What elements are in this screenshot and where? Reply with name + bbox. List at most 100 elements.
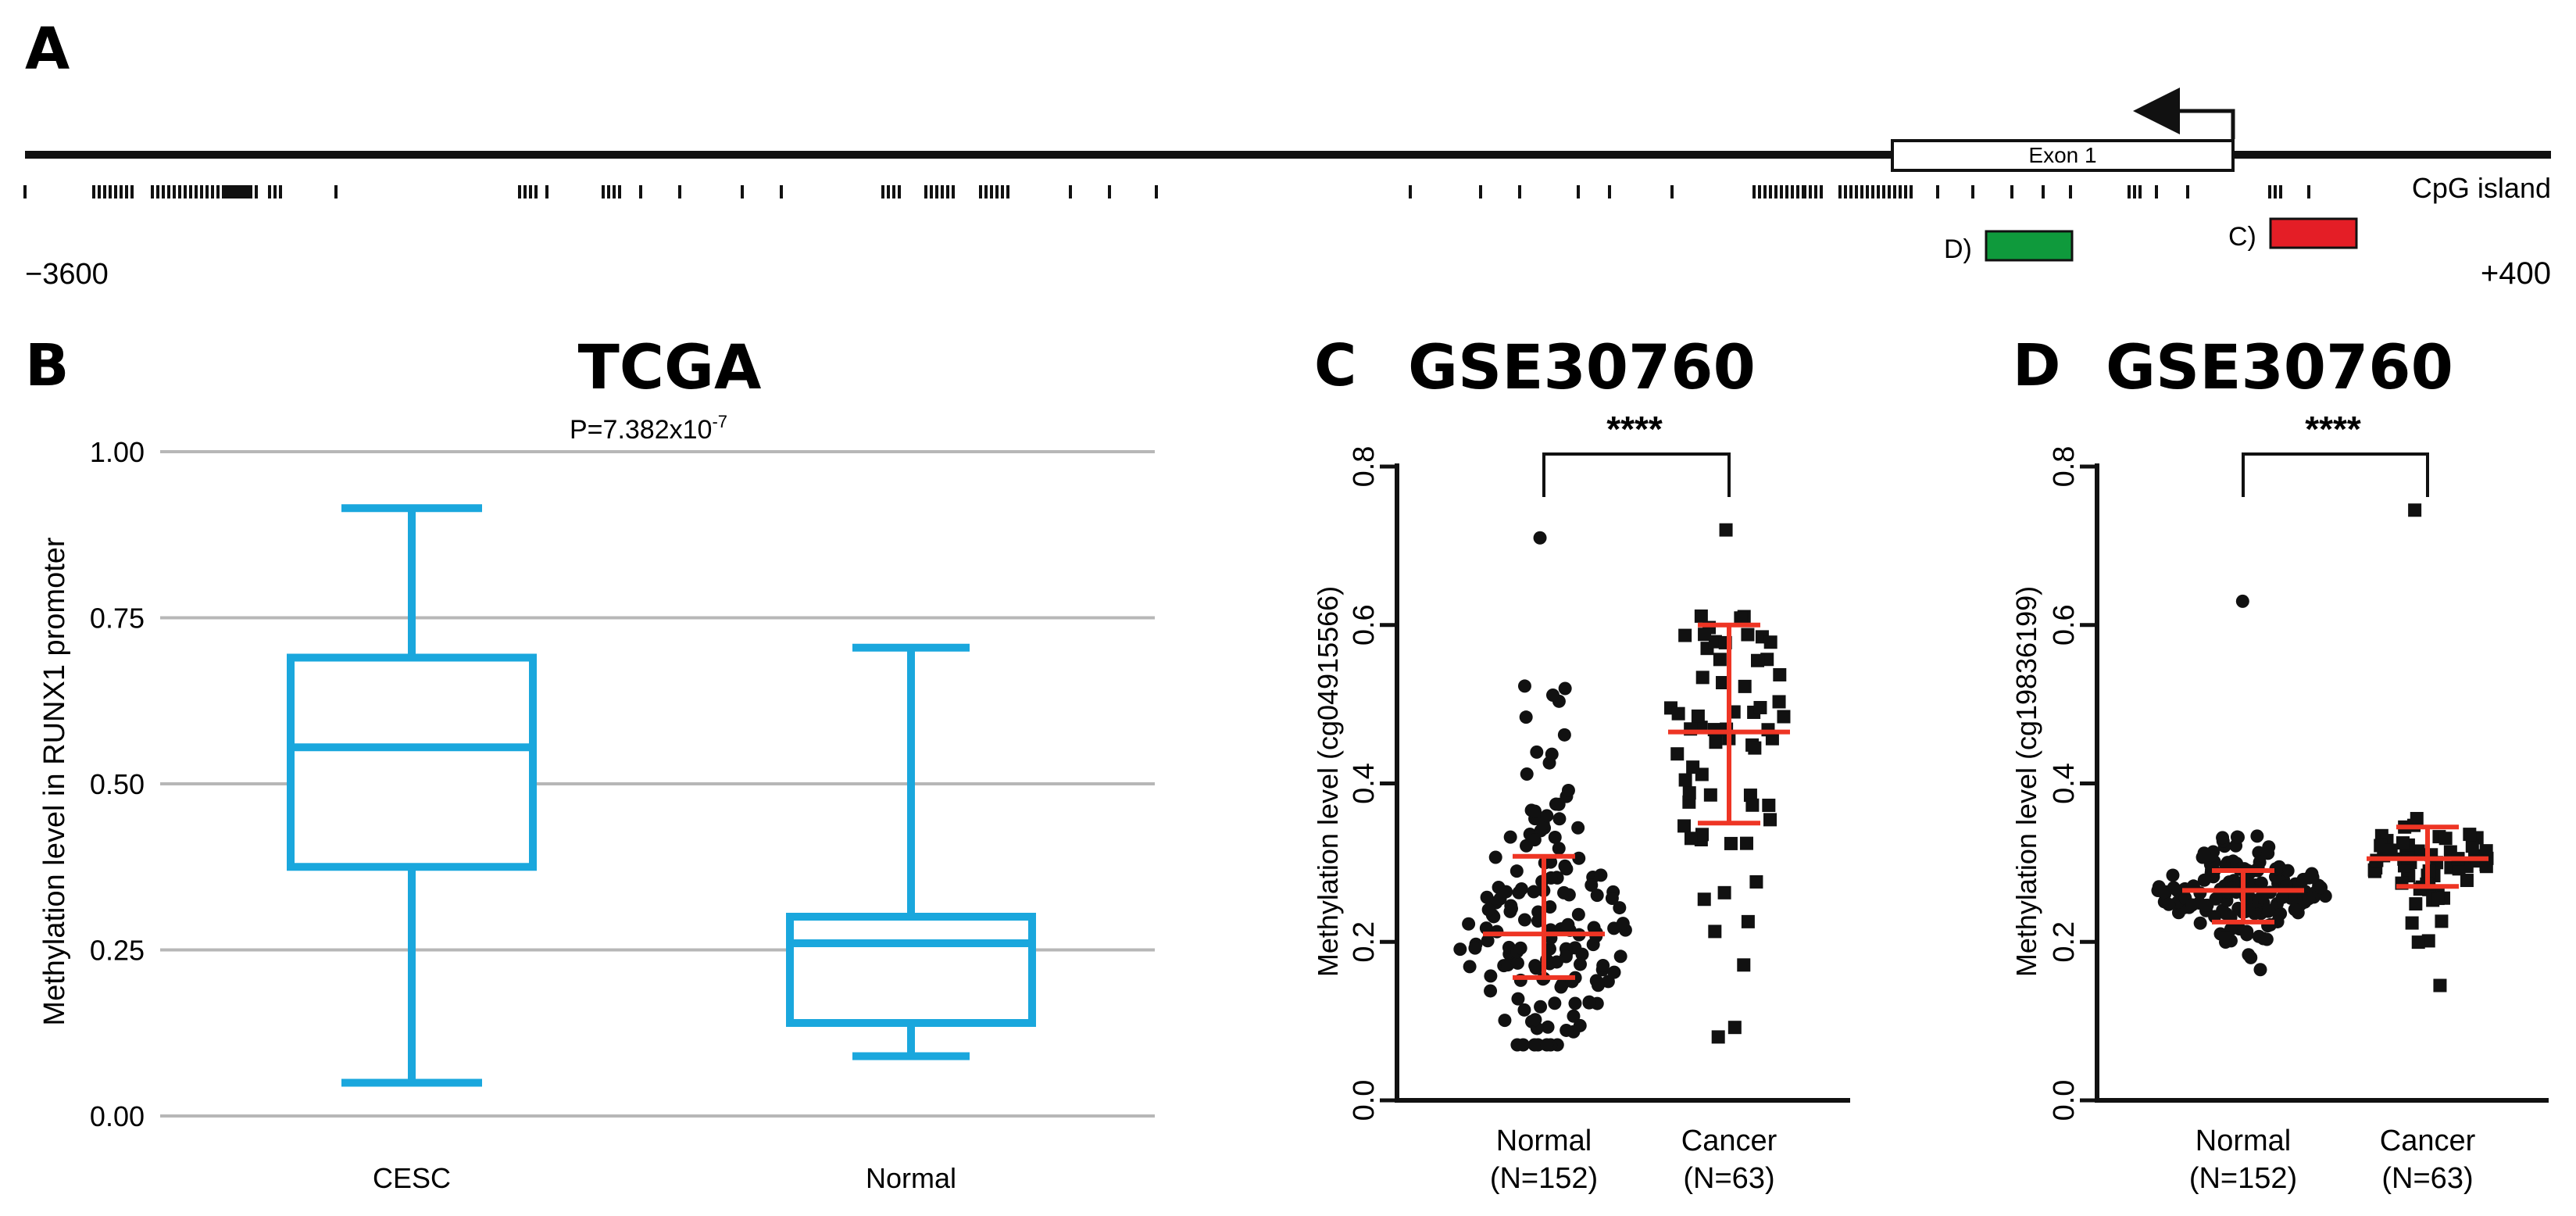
normal-sample-point xyxy=(2250,829,2264,843)
normal-sample-point xyxy=(1574,957,1588,971)
normal-sample-point xyxy=(1519,710,1533,724)
normal-sample-point xyxy=(1607,965,1621,979)
normal-sample-point xyxy=(1462,917,1476,931)
normal-sample-point xyxy=(1513,941,1527,955)
panel-d-significance-label: **** xyxy=(2305,409,2361,449)
cancer-sample-point xyxy=(1711,1030,1725,1044)
normal-sample-point xyxy=(1552,842,1566,856)
cancer-sample-point xyxy=(1762,798,1776,812)
cancer-sample-point xyxy=(1713,653,1727,667)
panel-d-n-cancer: (N=63) xyxy=(2381,1162,2473,1195)
panel-b-y-tick-labels: 0.00 0.25 0.50 0.75 1.00 xyxy=(90,436,145,1132)
y-tick-label: 0.8 xyxy=(1348,446,1381,488)
cancer-sample-point xyxy=(1686,760,1700,774)
normal-sample-point xyxy=(2162,897,2176,911)
y-tick-label: 0.4 xyxy=(1348,763,1381,804)
normal-sample-point xyxy=(1517,679,1531,693)
cancer-sample-point xyxy=(1703,788,1717,802)
normal-sample-point xyxy=(2158,887,2172,901)
cancer-sample-point xyxy=(1727,1021,1742,1035)
normal-sample-point xyxy=(1557,728,1571,742)
cancer-sample-point xyxy=(1777,710,1791,724)
cancer-sample-point xyxy=(2421,934,2435,948)
cancer-sample-point xyxy=(2463,828,2477,842)
panel-d-error-bars xyxy=(2182,824,2488,925)
panel-d-title: GSE30760 xyxy=(2106,333,2453,403)
y-tick-label: 0.6 xyxy=(2048,604,2081,646)
panel-b-title: TCGA xyxy=(578,333,762,403)
y-tick-label: 0.8 xyxy=(2048,446,2081,488)
cancer-sample-point xyxy=(2479,844,2493,858)
cancer-sample-point xyxy=(1772,695,1786,709)
normal-sample-point xyxy=(2242,948,2256,962)
cancer-sample-point xyxy=(2374,839,2388,853)
cancer-sample-point xyxy=(1671,706,1685,721)
normal-sample-point xyxy=(2197,846,2211,860)
y-tick-label: 0.0 xyxy=(2048,1080,2081,1121)
cancer-sample-point xyxy=(1741,628,1755,642)
y-tick-label: 1.00 xyxy=(90,436,145,468)
pvalue-base: P=7.382x10 xyxy=(570,415,712,445)
panel-c-significance-bracket xyxy=(1542,452,1731,497)
normal-sample-point xyxy=(1548,830,1562,844)
cancer-sample-point xyxy=(1695,671,1710,685)
normal-sample-point xyxy=(1561,783,1575,797)
normal-sample-point xyxy=(1479,921,1493,935)
normal-sample-point xyxy=(2275,890,2289,904)
normal-sample-point xyxy=(1568,996,1582,1010)
normal-sample-point xyxy=(1548,996,1562,1010)
panel-c-title: GSE30760 xyxy=(1408,333,1756,403)
normal-sample-point xyxy=(1545,747,1559,761)
y-tick-label: 0.6 xyxy=(1348,604,1381,646)
panel-b-pvalue: P=7.382x10-7 xyxy=(570,412,727,445)
normal-sample-point xyxy=(1484,969,1498,983)
cancer-sample-point xyxy=(2435,914,2449,928)
normal-sample-point xyxy=(2240,928,2254,942)
cancer-sample-point xyxy=(1739,836,1753,850)
exon-1-box xyxy=(1891,139,2235,172)
cancer-sample-point xyxy=(1741,914,1755,928)
panel-b-boxplots xyxy=(287,504,1036,1087)
cancer-sample-point xyxy=(1708,635,1722,649)
normal-sample-point xyxy=(1481,934,1495,948)
panel-d-axes xyxy=(2080,463,2549,1103)
normal-sample-point xyxy=(1596,958,1610,972)
panel-a: A Exon 1 CpG island D) C) −3600 +400 xyxy=(23,16,2551,291)
probe-d-label: D) xyxy=(1944,234,1972,264)
normal-sample-point xyxy=(2216,831,2230,845)
normal-sample-point xyxy=(1484,984,1498,998)
probe-d-marker xyxy=(1985,230,2074,262)
normal-sample-point xyxy=(1517,1003,1531,1017)
normal-sample-point xyxy=(2262,903,2276,917)
cancer-sample-point xyxy=(1734,611,1748,625)
normal-sample-point xyxy=(1552,812,1567,826)
panel-b: B TCGA P=7.382x10-7 0.00 0.25 0.50 0.75 1.00… xyxy=(25,332,1155,1194)
cancer-sample-point xyxy=(1749,874,1763,889)
normal-sample-point xyxy=(1587,921,1601,935)
normal-sample-point xyxy=(1560,862,1574,876)
normal-sample-point xyxy=(1517,1038,1531,1052)
end-position-label: +400 xyxy=(2481,256,2551,291)
bracket-line xyxy=(1542,452,1731,497)
cancer-sample-point xyxy=(1773,667,1787,681)
cancer-sample-point xyxy=(1753,700,1767,714)
iqr-box xyxy=(287,653,537,871)
cancer-sample-point xyxy=(2384,843,2398,857)
panel-d-n-normal: (N=152) xyxy=(2189,1162,2297,1195)
cancer-sample-point xyxy=(1670,747,1685,761)
y-tick-label: 0.00 xyxy=(90,1100,145,1132)
normal-sample-point xyxy=(1481,903,1495,917)
normal-sample-point xyxy=(1503,830,1517,844)
normal-sample-point xyxy=(1543,899,1557,914)
cancer-sample-point xyxy=(2465,839,2479,853)
normal-sample-point xyxy=(1559,950,1573,964)
panel-c-points xyxy=(1453,523,1791,1052)
normal-sample-point xyxy=(1503,904,1517,918)
normal-sample-point xyxy=(2261,846,2275,860)
normal-sample-point xyxy=(1528,1013,1542,1027)
normal-sample-point xyxy=(1511,992,1525,1006)
panel-d: D GSE30760 0.0 0.2 0.4 0.6 0.8 Methylation l… xyxy=(2010,332,2549,1195)
cancer-sample-point xyxy=(1691,709,1705,723)
normal-sample-point xyxy=(1517,913,1531,927)
